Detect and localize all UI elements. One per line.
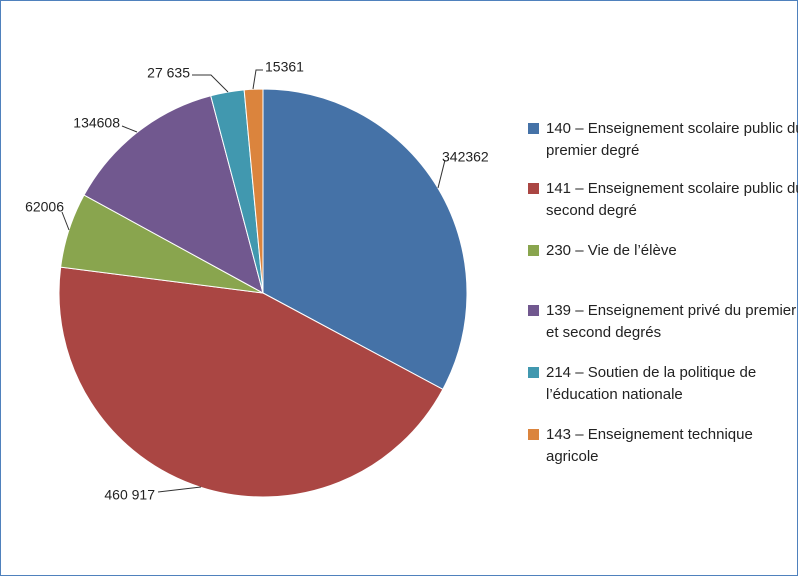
legend-label: 230 – Vie de l’élève xyxy=(546,242,677,259)
pie-slice xyxy=(243,88,264,294)
legend-item: 143 – Enseignement technique agricole xyxy=(528,424,798,468)
legend-swatch xyxy=(528,429,539,440)
legend-label: 143 – Enseignement technique agricole xyxy=(546,426,753,465)
data-label: 15361 xyxy=(265,59,304,75)
leader-line xyxy=(61,211,70,231)
legend-item: 139 – Enseignement privé du premier et s… xyxy=(528,300,798,344)
leader-line xyxy=(192,74,229,93)
leader-line xyxy=(121,125,138,133)
legend-label: 139 – Enseignement privé du premier et s… xyxy=(546,302,797,341)
legend-label: 141 – Enseignement scolaire public du se… xyxy=(546,180,798,219)
legend-swatch xyxy=(528,305,539,316)
data-label: 62006 xyxy=(25,199,64,215)
legend-label: 214 – Soutien de la politique de l’éduca… xyxy=(546,364,757,403)
leader-line xyxy=(157,486,202,493)
legend-swatch xyxy=(528,245,539,256)
legend-swatch xyxy=(528,183,539,194)
legend-item: 214 – Soutien de la politique de l’éduca… xyxy=(528,362,798,406)
pie-slice xyxy=(262,88,468,391)
data-label: 27 635 xyxy=(147,65,190,81)
pie-slice xyxy=(83,95,264,294)
data-label: 134608 xyxy=(73,115,120,131)
data-label: 342362 xyxy=(442,149,489,165)
leader-line xyxy=(252,69,263,90)
legend-label: 140 – Enseignement scolaire public du pr… xyxy=(546,120,798,159)
legend-swatch xyxy=(528,123,539,134)
legend-item: 141 – Enseignement scolaire public du se… xyxy=(528,178,798,222)
legend-item: 140 – Enseignement scolaire public du pr… xyxy=(528,118,798,162)
data-label: 460 917 xyxy=(104,487,155,503)
legend-item: 230 – Vie de l’élève xyxy=(528,240,798,262)
leader-line xyxy=(437,159,446,189)
legend-swatch xyxy=(528,367,539,378)
